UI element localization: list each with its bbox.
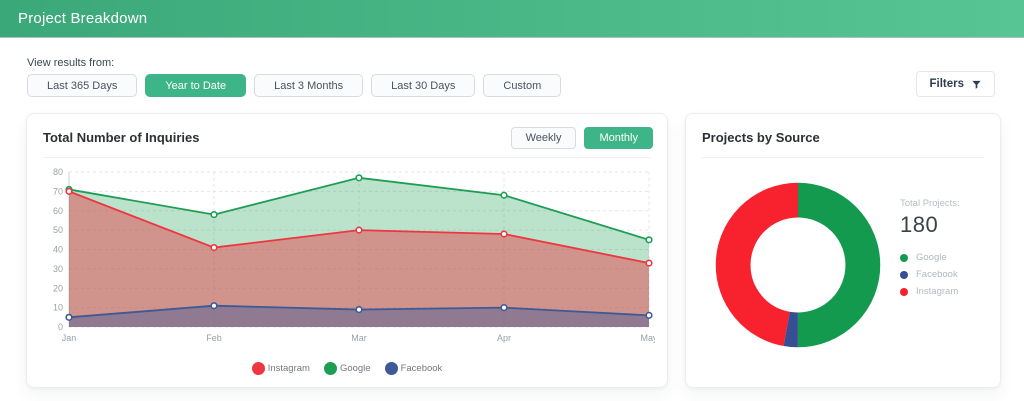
- facebook-legend-dot: [384, 362, 398, 375]
- filters-button-label: Filters: [929, 78, 964, 90]
- period-toggle: Weekly Monthly: [510, 127, 653, 149]
- page-bottom-shade: [0, 388, 1024, 401]
- source-card-divider: [702, 157, 984, 158]
- chip-last-3-months[interactable]: Last 3 Months: [254, 74, 364, 97]
- donut-legend-item-instagram: Instagram: [900, 286, 995, 297]
- svg-text:70: 70: [53, 186, 63, 196]
- donut-legend-item-google: Google: [900, 252, 995, 263]
- donut-legend: Google Facebook Instagram: [900, 252, 995, 297]
- chip-custom[interactable]: Custom: [483, 74, 562, 97]
- svg-text:10: 10: [53, 303, 63, 313]
- facebook-dot-icon: [900, 270, 908, 279]
- instagram-legend-label: Instagram: [267, 363, 310, 374]
- svg-text:Jan: Jan: [62, 333, 77, 343]
- svg-text:0: 0: [58, 322, 63, 332]
- google-dot-icon: [900, 253, 908, 262]
- date-range-chip-row: Last 365 Days Year to Date Last 3 Months…: [27, 74, 562, 97]
- chip-last-30-days[interactable]: Last 30 Days: [371, 74, 476, 97]
- inquiries-card-title: Total Number of Inquiries: [43, 130, 200, 145]
- facebook-label: Facebook: [916, 269, 958, 280]
- donut-slice-instagram: [715, 182, 881, 348]
- funnel-icon: [971, 79, 982, 90]
- facebook-legend-label: Facebook: [400, 363, 443, 374]
- legend-item-facebook[interactable]: Facebook: [384, 362, 443, 375]
- projects-by-source-donut: [704, 171, 892, 359]
- inquiries-chart-legend: Instagram Google Facebook: [27, 362, 667, 375]
- svg-text:May: May: [640, 333, 655, 343]
- chip-year-to-date[interactable]: Year to Date: [145, 74, 247, 97]
- svg-text:60: 60: [53, 206, 63, 216]
- donut-legend-item-facebook: Facebook: [900, 269, 995, 280]
- total-projects-value: 180: [900, 212, 939, 237]
- view-results-label: View results from:: [27, 57, 115, 69]
- app-header: Project Breakdown: [0, 0, 1024, 38]
- inquiries-card: Total Number of Inquiries Weekly Monthly…: [26, 113, 668, 388]
- monthly-toggle-button[interactable]: Monthly: [584, 127, 653, 149]
- weekly-toggle-button[interactable]: Weekly: [510, 127, 577, 149]
- svg-text:80: 80: [53, 167, 63, 177]
- svg-text:40: 40: [53, 245, 63, 255]
- total-projects-label: Total Projects:: [900, 198, 960, 209]
- instagram-legend-dot: [251, 362, 265, 375]
- page-title: Project Breakdown: [18, 10, 148, 27]
- instagram-dot-icon: [900, 287, 908, 296]
- svg-text:Mar: Mar: [351, 333, 367, 343]
- inquiries-card-divider: [43, 157, 651, 158]
- source-card-title: Projects by Source: [702, 130, 820, 145]
- svg-text:50: 50: [53, 225, 63, 235]
- filters-button[interactable]: Filters: [916, 71, 995, 97]
- legend-item-instagram[interactable]: Instagram: [251, 362, 310, 375]
- svg-text:Apr: Apr: [497, 333, 511, 343]
- svg-text:20: 20: [53, 283, 63, 293]
- source-card-header: Projects by Source: [686, 114, 1000, 147]
- google-legend-dot: [323, 362, 337, 375]
- inquiries-card-header: Total Number of Inquiries: [27, 114, 667, 147]
- instagram-label: Instagram: [916, 286, 959, 297]
- google-label: Google: [916, 252, 947, 263]
- google-legend-label: Google: [339, 363, 371, 374]
- svg-text:Feb: Feb: [206, 333, 222, 343]
- legend-item-google[interactable]: Google: [323, 362, 371, 375]
- chip-last-365-days[interactable]: Last 365 Days: [27, 74, 138, 97]
- svg-text:30: 30: [53, 264, 63, 274]
- inquiries-chart: 0 10 20 30 40 50 60 70 80 Jan Feb Mar Apr May: [43, 164, 658, 356]
- source-card: Projects by Source Total Projects: 180 G…: [685, 113, 1001, 388]
- donut-summary: Total Projects: 180 Google Facebook Instag…: [900, 198, 995, 297]
